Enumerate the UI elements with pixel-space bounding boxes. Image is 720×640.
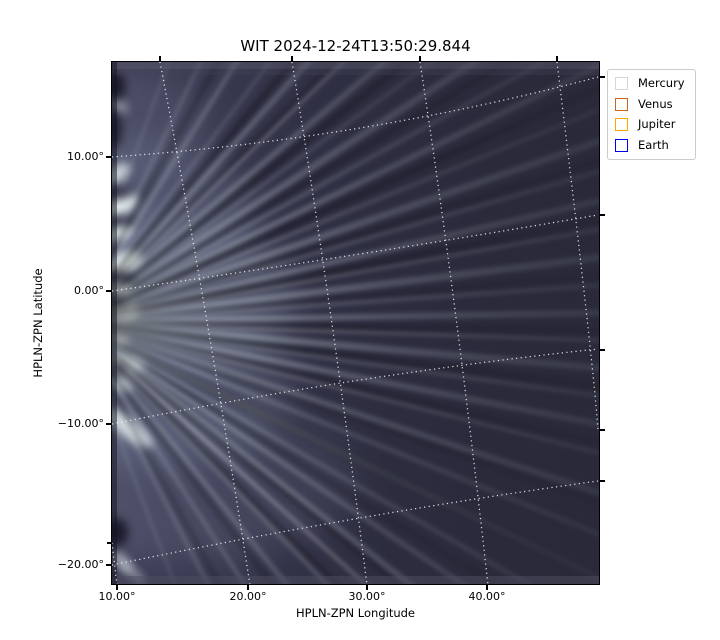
y-tick-0	[106, 156, 112, 158]
grid-latitude-line-0	[112, 76, 599, 158]
y-axis-label: HPLN-ZPN Latitude	[31, 268, 45, 378]
x-tick-label-1: 20.00°	[229, 590, 267, 603]
jupiter-marker-icon	[615, 118, 628, 131]
grid-latitude-line-2	[112, 348, 599, 425]
x-tick-3	[486, 584, 488, 590]
top-tick-2	[419, 56, 421, 62]
x-tick-label-2: 30.00°	[348, 590, 386, 603]
y-tick-1	[106, 290, 112, 292]
x-tick-label-3: 40.00°	[468, 590, 506, 603]
top-tick-0	[159, 56, 161, 62]
earth-marker-icon	[615, 138, 628, 152]
left-minor-tick-0	[107, 542, 112, 544]
y-tick-3	[106, 564, 112, 566]
y-tick-2	[106, 423, 112, 425]
x-axis-label: HPLN-ZPN Longitude	[295, 606, 415, 620]
x-tick-1	[247, 584, 249, 590]
legend-item-earth: Earth	[615, 138, 685, 153]
y-tick-label-1: 0.00°	[74, 284, 104, 297]
x-tick-label-0: 10.00°	[98, 590, 136, 603]
legend: Mercury Venus Jupiter Earth	[607, 69, 696, 160]
top-tick-1	[291, 56, 293, 62]
right-tick-2	[599, 349, 605, 351]
right-tick-3	[599, 429, 605, 431]
right-tick-0	[599, 76, 605, 78]
right-tick-1	[599, 214, 605, 216]
grid-latitude-line-1	[112, 214, 599, 292]
y-tick-label-0: 10.00°	[67, 150, 104, 163]
legend-label: Jupiter	[638, 117, 676, 131]
chart-title: WIT 2024-12-24T13:50:29.844	[240, 37, 471, 55]
right-tick-4	[599, 480, 605, 482]
legend-item-jupiter: Jupiter	[615, 117, 685, 132]
y-tick-label-2: −10.00°	[57, 417, 104, 430]
legend-item-venus: Venus	[615, 97, 685, 112]
x-tick-0	[116, 584, 118, 590]
legend-label: Mercury	[638, 76, 685, 90]
heliospheric-image	[112, 62, 599, 584]
x-tick-2	[366, 584, 368, 590]
venus-marker-icon	[615, 97, 628, 111]
mercury-marker-icon	[615, 77, 628, 90]
legend-label: Earth	[638, 137, 669, 152]
grid-longitude-line-4	[556, 62, 599, 431]
top-tick-3	[556, 56, 558, 62]
legend-label: Venus	[638, 96, 673, 111]
legend-item-mercury: Mercury	[615, 76, 685, 91]
plot-area	[112, 62, 599, 584]
y-tick-label-3: −20.00°	[57, 558, 104, 571]
